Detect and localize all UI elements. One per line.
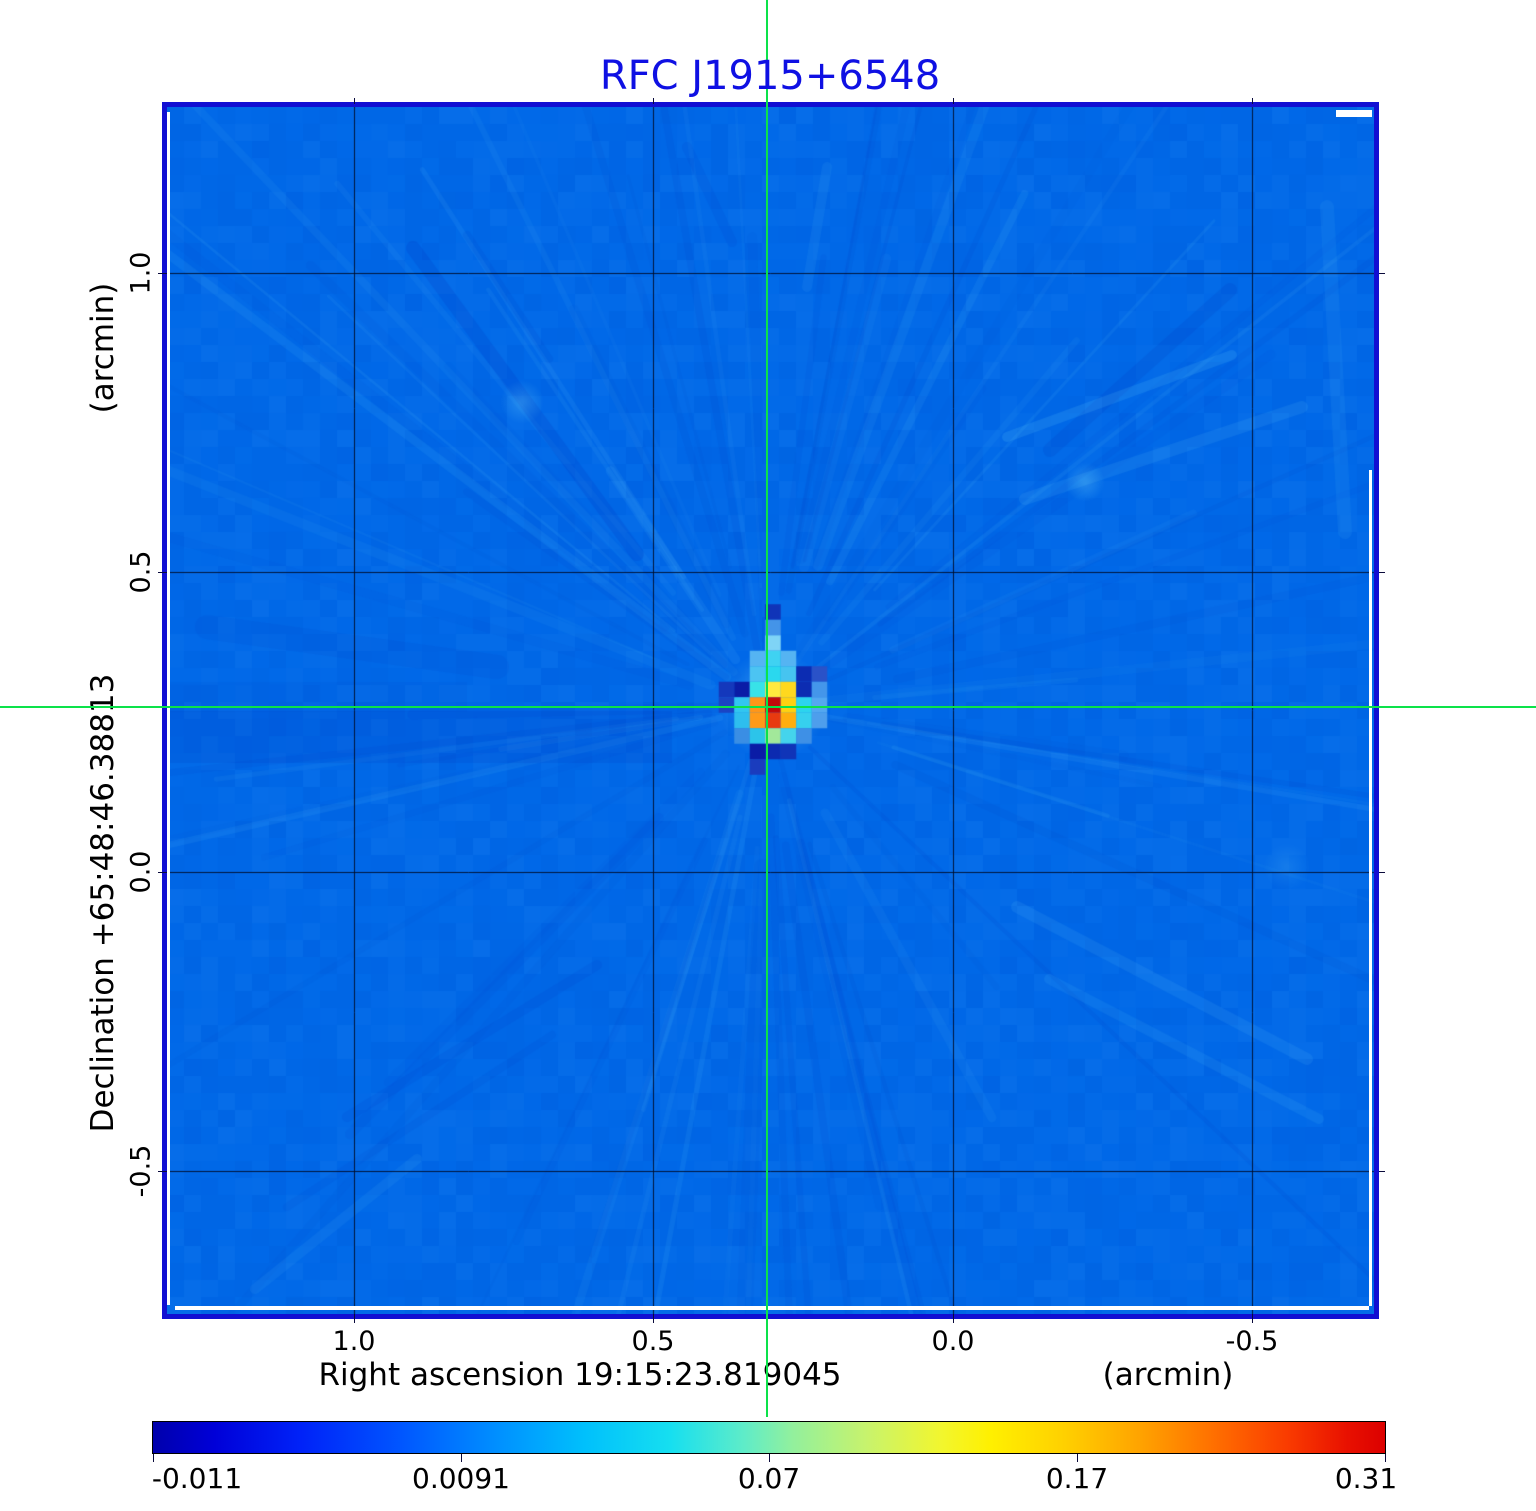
tick-mark xyxy=(354,98,355,104)
colorbar-tick-label: 0.31 xyxy=(1334,1462,1398,1495)
colorbar-tick-label: 0.17 xyxy=(1045,1462,1109,1495)
tick-mark xyxy=(653,1314,654,1323)
y-tick-label: 0.0 xyxy=(125,850,157,894)
colorbar-tick-label: 0.0091 xyxy=(412,1462,510,1495)
colorbar xyxy=(152,1421,1386,1454)
tick-mark xyxy=(653,98,654,104)
y-tick-label: -0.5 xyxy=(125,1144,157,1198)
artifact-sliver-left xyxy=(167,112,170,1305)
x-axis-label: Right ascension 19:15:23.819045 xyxy=(318,1357,842,1393)
tick-mark xyxy=(158,572,167,573)
tick-mark xyxy=(1252,98,1253,104)
x-tick-label: -0.5 xyxy=(1225,1326,1279,1357)
tick-mark xyxy=(769,1454,770,1462)
tick-mark xyxy=(1077,1454,1078,1462)
y-tick-label: 1.0 xyxy=(125,251,157,295)
x-axis-unit: (arcmin) xyxy=(1102,1357,1234,1393)
tick-mark xyxy=(1385,1454,1386,1462)
tick-mark xyxy=(953,1314,954,1323)
tick-mark xyxy=(1379,872,1385,873)
artifact-sliver-bottom xyxy=(175,1306,1369,1310)
y-axis-unit: (arcmin) xyxy=(85,282,121,414)
tick-mark xyxy=(1379,273,1385,274)
tick-mark xyxy=(461,1454,462,1462)
colorbar-tick-label: -0.011 xyxy=(151,1462,243,1495)
x-tick-label: 0.5 xyxy=(631,1326,675,1357)
tick-mark xyxy=(354,1314,355,1323)
tick-mark xyxy=(953,98,954,104)
artifact-sliver-top-right xyxy=(1336,110,1372,117)
sky-map-canvas xyxy=(167,107,1374,1314)
figure-title: RFC J1915+6548 xyxy=(599,53,941,99)
x-tick-label: 0.0 xyxy=(931,1326,975,1357)
tick-mark xyxy=(1379,1171,1385,1172)
y-tick-label: 0.5 xyxy=(125,550,157,594)
tick-mark xyxy=(158,1171,167,1172)
tick-mark xyxy=(158,872,167,873)
tick-mark xyxy=(153,1454,154,1462)
y-axis-label: Declination +65:48:46.38813 xyxy=(85,673,121,1133)
crosshair-vertical-line xyxy=(766,0,768,1417)
tick-mark xyxy=(1379,572,1385,573)
tick-mark xyxy=(1252,1314,1253,1323)
crosshair-horizontal-line xyxy=(0,706,1536,708)
x-tick-label: 1.0 xyxy=(332,1326,376,1357)
colorbar-tick-label: 0.07 xyxy=(737,1462,801,1495)
tick-mark xyxy=(158,273,167,274)
artifact-sliver-right xyxy=(1369,470,1372,1306)
